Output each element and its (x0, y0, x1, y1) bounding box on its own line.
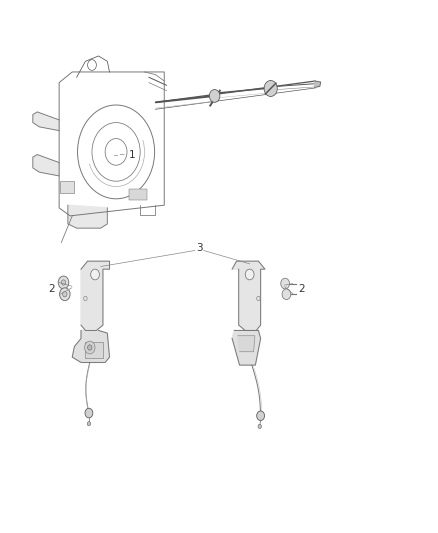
Text: 2: 2 (298, 284, 305, 294)
Bar (60, 181, 74, 193)
Polygon shape (33, 155, 59, 176)
Circle shape (258, 424, 261, 429)
Polygon shape (33, 112, 59, 131)
Bar (129, 189, 147, 200)
Polygon shape (232, 330, 261, 365)
Text: 1: 1 (129, 150, 136, 159)
Circle shape (60, 288, 70, 301)
Circle shape (282, 289, 291, 300)
Circle shape (61, 280, 66, 285)
Polygon shape (314, 81, 321, 87)
Circle shape (87, 422, 91, 426)
Circle shape (63, 292, 67, 297)
Circle shape (85, 341, 95, 354)
Circle shape (264, 80, 277, 96)
Bar (85, 342, 103, 358)
Circle shape (245, 269, 254, 280)
Polygon shape (232, 261, 265, 330)
Circle shape (209, 90, 220, 102)
Polygon shape (81, 261, 110, 330)
Circle shape (91, 269, 99, 280)
Circle shape (257, 411, 265, 421)
Polygon shape (238, 336, 255, 352)
Circle shape (58, 276, 69, 289)
Circle shape (281, 278, 290, 289)
Circle shape (88, 345, 92, 350)
Polygon shape (68, 205, 107, 228)
Text: 3: 3 (196, 243, 203, 253)
Text: 2: 2 (48, 285, 55, 294)
Circle shape (85, 408, 93, 418)
Polygon shape (72, 330, 110, 362)
